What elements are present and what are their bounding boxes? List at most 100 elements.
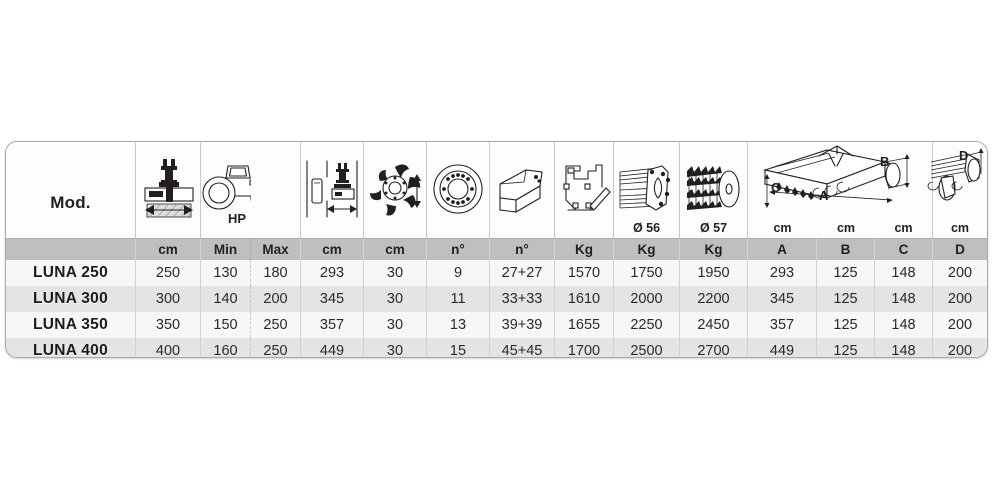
weight-icon [557, 159, 611, 221]
cell-dim-d: 200 [933, 338, 987, 357]
unit-cell-hp-max: Max [251, 238, 301, 260]
cell-working-width: 350 [136, 312, 201, 338]
header-flange-count-cell [427, 142, 490, 238]
dim-c-unit-label: cm [894, 221, 913, 235]
cell-weight: 1570 [555, 260, 614, 286]
unit-cell-weight: Kg [555, 238, 614, 260]
rotor-diameter-icon [365, 157, 425, 223]
cell-kg56: 2000 [614, 286, 680, 312]
header-working-width-cell [136, 142, 201, 238]
cell-working-width: 250 [136, 260, 201, 286]
cell-dim-c: 148 [875, 312, 933, 338]
transport-width-icon [303, 155, 361, 225]
cell-flanges: 15 [427, 338, 490, 357]
cell-hp-min: 140 [201, 286, 251, 312]
cell-model: LUNA 250 [6, 260, 136, 286]
rotor57-unit-label: Ø 57 [699, 221, 728, 235]
cell-working-width: 300 [136, 286, 201, 312]
cell-dim-d: 200 [933, 312, 987, 338]
cell-rotor: 30 [364, 286, 427, 312]
cell-flanges: 11 [427, 286, 490, 312]
cell-hp-max: 250 [251, 312, 301, 338]
cell-dim-a: 345 [748, 286, 817, 312]
cell-transport: 293 [301, 260, 364, 286]
cell-hp-max: 200 [251, 286, 301, 312]
header-hp-cell-right [251, 142, 301, 238]
cell-hp-min: 160 [201, 338, 251, 357]
cell-weight: 1700 [555, 338, 614, 357]
cell-kg57: 2200 [680, 286, 748, 312]
cell-flanges: 13 [427, 312, 490, 338]
cell-rotor: 30 [364, 260, 427, 286]
flange-count-icon [429, 160, 487, 220]
cell-blades: 33+33 [490, 286, 555, 312]
unit-cell-dim-b: B [817, 238, 875, 260]
header-hp-cell-left: HP [201, 142, 276, 238]
cell-dim-b: 125 [817, 312, 875, 338]
cell-transport: 357 [301, 312, 364, 338]
hp-label: HP [228, 211, 246, 226]
header-transport-width-cell [301, 142, 364, 238]
table-grid: Mod. [6, 142, 987, 357]
rotor-57-icon [683, 161, 745, 219]
cell-hp-max: 250 [251, 338, 301, 357]
cell-dim-d: 200 [933, 286, 987, 312]
cell-dim-c: 148 [875, 260, 933, 286]
cell-dim-c: 148 [875, 286, 933, 312]
cell-hp-min: 130 [201, 260, 251, 286]
cell-rotor: 30 [364, 312, 427, 338]
working-width-icon [140, 155, 196, 225]
rotor-56-icon [616, 161, 678, 219]
cell-kg56: 2250 [614, 312, 680, 338]
cell-model: LUNA 400 [6, 338, 136, 357]
cell-blades: 39+39 [490, 312, 555, 338]
cell-dim-d: 200 [933, 260, 987, 286]
header-rotor56-cell: Ø 56 [614, 142, 680, 238]
unit-cell-flanges: n° [427, 238, 490, 260]
header-weight-cell [555, 142, 614, 238]
unit-cell-rotor: cm [364, 238, 427, 260]
blade-count-icon [493, 162, 551, 218]
cell-dim-c: 148 [875, 338, 933, 357]
unit-cell-kg56: Kg [614, 238, 680, 260]
header-rotor57-cell: Ø 57 [680, 142, 748, 238]
header-blade-count-cell [490, 142, 555, 238]
cell-rotor: 30 [364, 338, 427, 357]
header-dim-d-cell: cm [933, 142, 987, 238]
cell-transport: 449 [301, 338, 364, 357]
cell-model: LUNA 300 [6, 286, 136, 312]
dim-d-unit-label: cm [950, 221, 970, 235]
dim-a-unit-label: cm [773, 221, 792, 235]
cell-kg56: 1750 [614, 260, 680, 286]
cell-kg57: 2700 [680, 338, 748, 357]
unit-cell-hp-min: Min [201, 238, 251, 260]
cell-transport: 345 [301, 286, 364, 312]
cell-dim-a: 449 [748, 338, 817, 357]
cell-dim-a: 357 [748, 312, 817, 338]
cell-dim-b: 125 [817, 338, 875, 357]
cell-weight: 1610 [555, 286, 614, 312]
cell-hp-max: 180 [251, 260, 301, 286]
cell-weight: 1655 [555, 312, 614, 338]
header-rotor-diameter-cell [364, 142, 427, 238]
cell-hp-min: 150 [201, 312, 251, 338]
page-title: Mod. [50, 193, 91, 212]
unit-cell-transport: cm [301, 238, 364, 260]
unit-cell-model [6, 238, 136, 260]
unit-cell-dim-c: C [875, 238, 933, 260]
cell-dim-b: 125 [817, 286, 875, 312]
rotor56-unit-label: Ø 56 [632, 221, 661, 235]
unit-cell-dim-d: D [933, 238, 987, 260]
cell-model: LUNA 350 [6, 312, 136, 338]
unit-cell-working-width: cm [136, 238, 201, 260]
cell-kg57: 2450 [680, 312, 748, 338]
header-dim-c-cell: cm [875, 142, 933, 238]
cell-blades: 45+45 [490, 338, 555, 357]
cell-flanges: 9 [427, 260, 490, 286]
header-model-cell: Mod. [6, 142, 136, 238]
header-dim-b-cell: cm [817, 142, 875, 238]
cell-working-width: 400 [136, 338, 201, 357]
dim-b-unit-label: cm [836, 221, 856, 235]
cell-dim-b: 125 [817, 260, 875, 286]
